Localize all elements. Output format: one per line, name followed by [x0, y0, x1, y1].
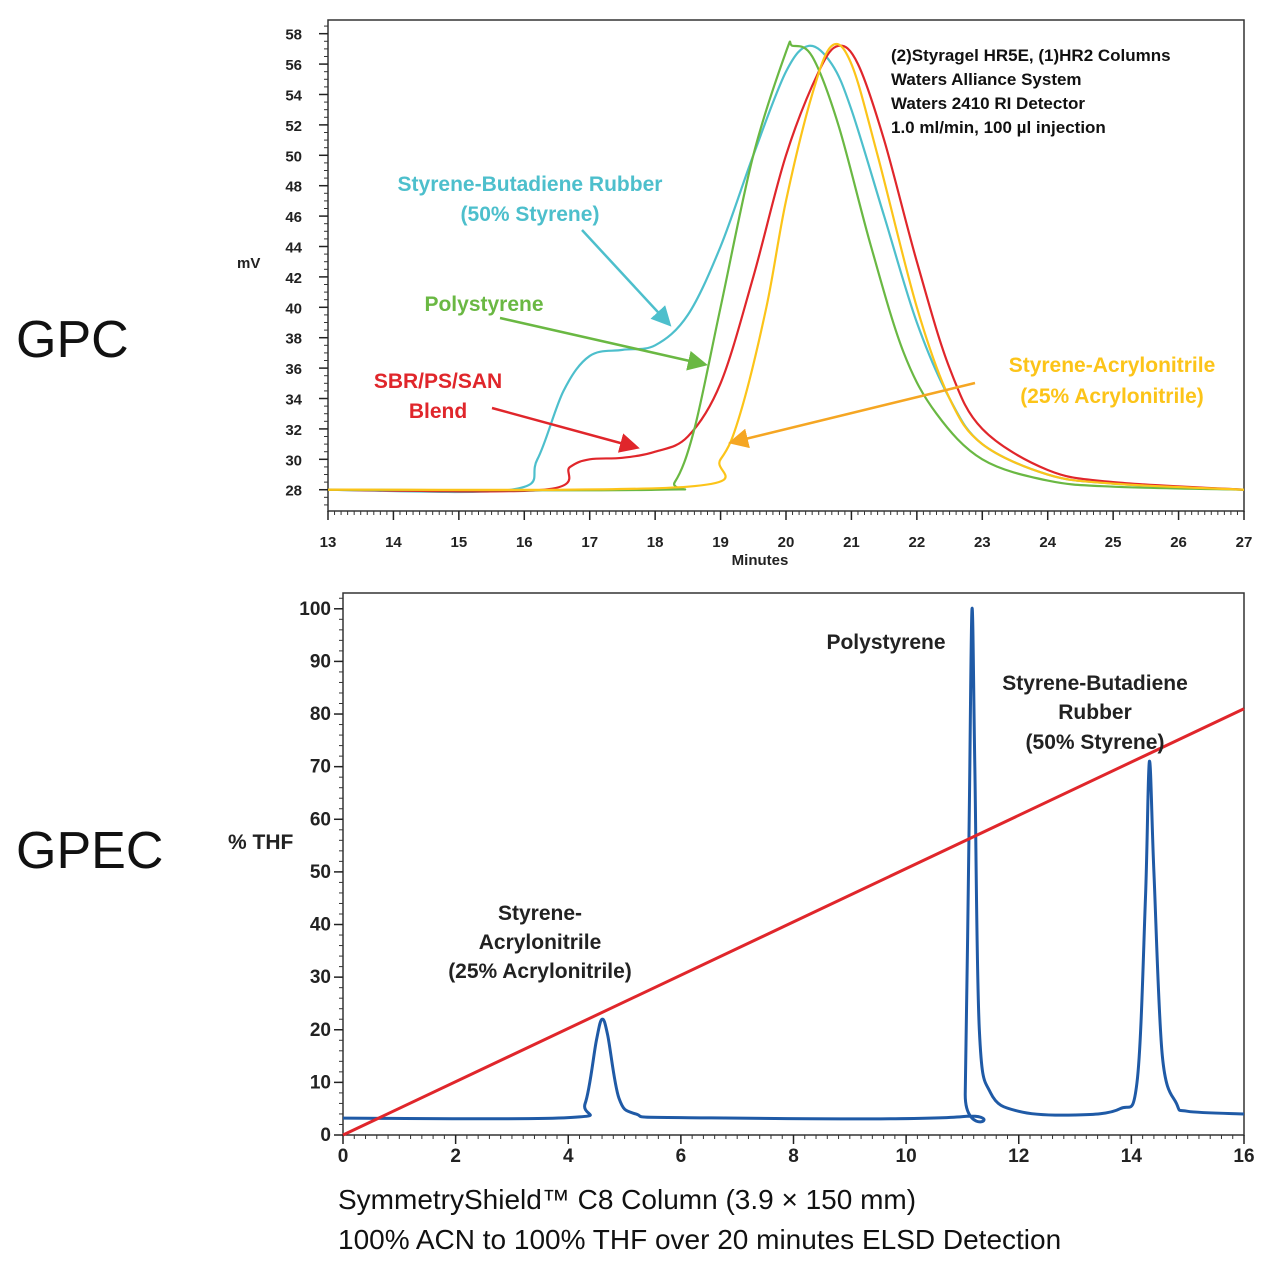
gpec-series-elsd [342, 606, 1245, 1124]
caption-line: SymmetryShield™ C8 Column (3.9 × 150 mm) [338, 1184, 916, 1215]
gpec-x-tick-label: 0 [338, 1146, 349, 1167]
gpc-x-tick-label: 13 [320, 534, 337, 551]
gpc-y-tick-label: 50 [285, 148, 302, 165]
annotation-ps: Polystyrene [826, 631, 945, 654]
gpc-x-tick-label: 24 [1039, 534, 1056, 551]
gpc-chart: 13 14 15 16 17 18 19 20 21 22 23 24 25 26 27 28 30 32 34 36… [237, 19, 1253, 569]
gpc-x-tick-label: 20 [778, 534, 795, 551]
annotation-text: (50% Styrene) [461, 203, 600, 226]
annotation-arrow-blend [491, 406, 640, 453]
gpec-x-tick-label: 6 [676, 1146, 687, 1167]
gpec-y-tick-label: 80 [310, 704, 331, 725]
gpec-x-tick-label: 2 [450, 1146, 461, 1167]
gpc-x-tick-label: 22 [909, 534, 926, 551]
gpc-x-tick-label: 18 [647, 534, 664, 551]
gpc-x-tick-label: 16 [516, 534, 533, 551]
gpec-chart: 0 2 4 6 8 10 12 14 16 0 10 20 30 40 50 60 70 80 90 100 % TH… [228, 592, 1255, 1167]
note-line: Waters 2410 RI Detector [891, 94, 1085, 113]
note-line: 1.0 ml/min, 100 µl injection [891, 118, 1106, 137]
gpc-x-tick-label: 21 [843, 534, 860, 551]
gpc-y-axis-label: mV [237, 255, 260, 272]
gpec-x-tick-label: 12 [1008, 1146, 1029, 1167]
gpec-y-tick-label: 50 [310, 862, 331, 883]
gpec-series-gradient [342, 707, 1245, 1137]
gpec-x-tick-label: 8 [788, 1146, 799, 1167]
gpc-x-tick-label: 25 [1105, 534, 1122, 551]
gpc-x-tick-label: 14 [385, 534, 402, 551]
gpec-y-tick-label: 10 [310, 1072, 331, 1093]
gpc-x-tick-label: 23 [974, 534, 991, 551]
note-line: (2)Styragel HR5E, (1)HR2 Columns [891, 46, 1171, 65]
gpec-y-tick-label: 70 [310, 757, 331, 778]
gpec-x-tick-label: 16 [1233, 1146, 1254, 1167]
gpc-y-tick-label: 48 [285, 179, 302, 196]
gpc-y-tick-label: 34 [285, 392, 302, 409]
gpc-y-tick-label: 28 [285, 483, 302, 500]
gpec-y-tick-label: 90 [310, 651, 331, 672]
gpc-y-tick-label: 30 [285, 452, 302, 469]
gpc-y-tick-label: 54 [285, 87, 302, 104]
gpc-x-tick-label: 26 [1170, 534, 1187, 551]
gpc-series-ps [327, 40, 1245, 492]
gpc-y-tick-label: 44 [285, 239, 302, 256]
gpc-y-tick-label: 46 [285, 209, 302, 226]
gpc-x-axis-label: Minutes [732, 552, 789, 569]
gpc-y-tick-label: 36 [285, 361, 302, 378]
annotation-san: (25% Acrylonitrile) [1020, 385, 1204, 408]
annotation-ps: Polystyrene [424, 293, 543, 316]
gpec-y-axis-label: % THF [228, 831, 294, 854]
annotation-sbr: Styrene-Butadiene Rubber (50% Styrene) [398, 173, 663, 226]
gpc-y-tick-label: 42 [285, 270, 302, 287]
gpec-y-tick-label: 0 [320, 1125, 331, 1146]
caption-line: 100% ACN to 100% THF over 20 minutes ELS… [338, 1224, 1061, 1255]
annotation-blend: SBR/PS/SAN [374, 370, 502, 393]
gpc-x-tick-label: 15 [451, 534, 468, 551]
note-line: Waters Alliance System [891, 70, 1082, 89]
annotation-san: Acrylonitrile [479, 931, 602, 954]
gpec-x-tick-label: 14 [1121, 1146, 1143, 1167]
gpc-plot-frame [327, 19, 1245, 512]
gpc-series-sbr [327, 44, 1245, 494]
gpc-x-tick-label: 17 [581, 534, 598, 551]
gpec-y-tick-label: 40 [310, 915, 331, 936]
gpc-x-tick-label: 27 [1236, 534, 1253, 551]
gpc-y-tick-label: 58 [285, 27, 302, 44]
gpc-y-tick-label: 32 [285, 422, 302, 439]
annotation-san: Styrene- [498, 902, 582, 925]
gpc-y-tick-label: 52 [285, 118, 302, 135]
gpec-x-tick-label: 4 [563, 1146, 574, 1167]
gpec-x-tick-label: 10 [896, 1146, 917, 1167]
gpec-y-tick-label: 30 [310, 967, 331, 988]
annotation-text: Styrene-Butadiene Rubber [398, 173, 663, 196]
gpc-y-tick-label: 56 [285, 57, 302, 74]
annotation-arrow-san [728, 381, 976, 449]
gpc-x-tick-label: 19 [712, 534, 729, 551]
annotation-san: Styrene-Acrylonitrile [1009, 354, 1216, 377]
annotation-arrow-sbr [581, 229, 672, 327]
panel-label-gpec: GPEC [16, 822, 163, 880]
annotation-san: (25% Acrylonitrile) [448, 960, 632, 983]
annotation-sbr: Styrene-Butadiene [1002, 672, 1188, 695]
gpec-y-tick-label: 20 [310, 1020, 331, 1041]
gpec-y-tick-label: 60 [310, 809, 331, 830]
gpc-series-san [327, 42, 1245, 492]
panel-label-gpc: GPC [16, 311, 129, 369]
annotation-arrow-ps [499, 316, 708, 371]
gpc-y-tick-label: 38 [285, 331, 302, 348]
gpec-y-tick-label: 100 [299, 599, 331, 620]
gpc-y-tick-label: 40 [285, 300, 302, 317]
gpc-series-blend [327, 44, 1245, 493]
annotation-blend: Blend [409, 400, 467, 423]
gpc-method-notes: (2)Styragel HR5E, (1)HR2 Columns Waters … [891, 46, 1171, 137]
annotation-sbr: Rubber [1058, 701, 1132, 724]
annotation-sbr: (50% Styrene) [1026, 731, 1165, 754]
